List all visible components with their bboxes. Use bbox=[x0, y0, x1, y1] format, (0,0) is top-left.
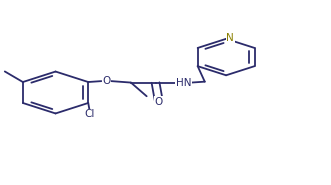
Text: O: O bbox=[102, 76, 111, 86]
Text: HN: HN bbox=[176, 78, 191, 88]
Text: Cl: Cl bbox=[85, 109, 95, 119]
Text: N: N bbox=[226, 33, 234, 43]
Text: O: O bbox=[155, 97, 163, 107]
